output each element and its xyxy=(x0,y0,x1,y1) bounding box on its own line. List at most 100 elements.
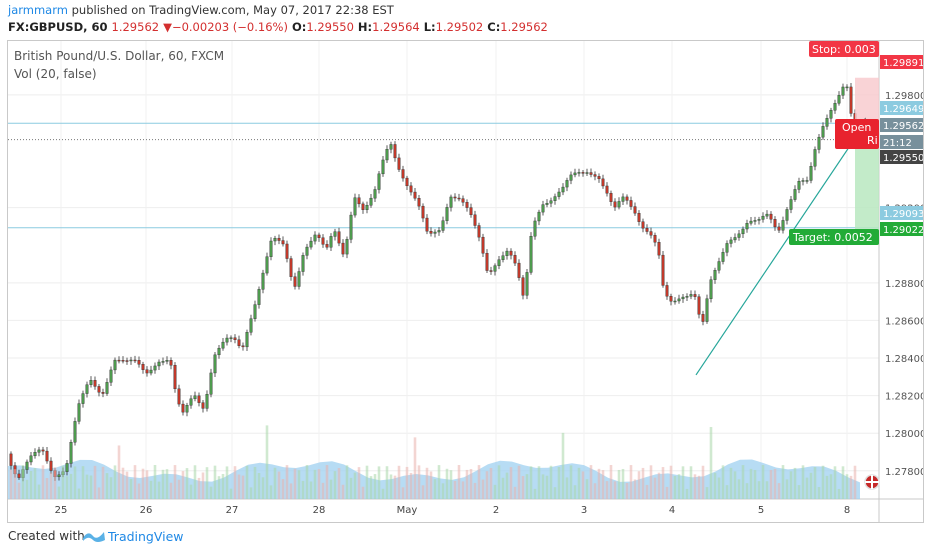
volume-bar xyxy=(741,465,745,499)
volume-bar xyxy=(673,475,677,499)
candle-body xyxy=(205,394,209,409)
candle-body xyxy=(153,365,157,371)
tradingview-brand[interactable]: TradingView xyxy=(108,529,184,544)
candle-body xyxy=(817,136,821,150)
candle-body xyxy=(357,197,361,205)
candle-body xyxy=(101,392,105,394)
volume-bar xyxy=(501,477,505,499)
candle-body xyxy=(761,215,765,220)
candle-body xyxy=(729,239,733,244)
candle-body xyxy=(177,388,181,405)
candle-body xyxy=(93,380,97,387)
volume-bar xyxy=(617,469,621,499)
volume-bar xyxy=(529,466,533,499)
volume-bar xyxy=(153,465,157,499)
candle-body xyxy=(309,240,313,248)
price-tick-label: 1.28000 xyxy=(885,429,923,440)
volume-bar xyxy=(369,476,373,499)
footer: Created with TradingView xyxy=(0,523,932,550)
candle-body xyxy=(353,197,357,216)
volume-bar xyxy=(605,481,609,499)
candle-body xyxy=(393,144,397,159)
volume-bar xyxy=(41,465,45,499)
price-chart[interactable]: 1.298001.292001.288001.286001.284001.282… xyxy=(8,41,923,522)
volume-bar xyxy=(733,471,737,499)
published-text: published on TradingView.com, May 07, 20… xyxy=(71,3,394,17)
volume-bar xyxy=(753,470,757,499)
volume-bar xyxy=(737,479,741,499)
volume-bar xyxy=(589,465,593,499)
volume-bar xyxy=(89,475,93,499)
time-tick-label: 3 xyxy=(581,505,587,516)
volume-bar xyxy=(469,469,473,499)
volume-bar xyxy=(629,465,633,499)
risk-label: Ri xyxy=(867,134,878,147)
candle-body xyxy=(541,204,545,213)
candle-body xyxy=(477,225,481,238)
volume-bar xyxy=(177,479,181,499)
candle-body xyxy=(741,228,745,235)
volume-bar xyxy=(201,472,205,499)
volume-bar xyxy=(133,465,137,499)
volume-bar xyxy=(17,482,21,499)
price-tag-box xyxy=(880,101,923,115)
candle-body xyxy=(317,234,321,238)
candle-body xyxy=(645,228,649,232)
time-tick-label: 26 xyxy=(140,505,153,516)
volume-bar xyxy=(761,465,765,499)
volume-bar xyxy=(705,487,709,499)
volume-bar xyxy=(69,473,73,499)
volume-bar xyxy=(233,466,237,499)
candle-body xyxy=(253,304,257,319)
candle-body xyxy=(801,180,805,182)
candle-body xyxy=(81,393,85,404)
volume-bar xyxy=(305,465,309,499)
candle-body xyxy=(489,270,493,272)
low-label: L: xyxy=(423,20,436,34)
volume-bar xyxy=(141,468,145,499)
candle-body xyxy=(821,126,825,138)
price-tick-label: 1.28400 xyxy=(885,354,923,365)
candle-body xyxy=(301,255,305,272)
candle-body xyxy=(633,206,637,214)
volume-bar xyxy=(129,478,133,499)
candle-body xyxy=(529,235,533,273)
candle-body xyxy=(397,157,401,170)
candle-body xyxy=(193,395,197,400)
price-tick-label: 1.27800 xyxy=(885,467,923,478)
candle-body xyxy=(697,296,701,315)
volume-bar xyxy=(209,486,213,499)
candle-body xyxy=(445,207,449,221)
candle-body xyxy=(685,296,689,298)
chart-frame[interactable]: 1.298001.292001.288001.286001.284001.282… xyxy=(7,40,924,523)
candle-body xyxy=(661,254,665,286)
candle-body xyxy=(237,339,241,346)
volume-bar xyxy=(97,487,101,499)
time-tick-label: 28 xyxy=(313,505,326,516)
volume-bar xyxy=(549,465,553,499)
candle-body xyxy=(345,239,349,255)
volume-bar xyxy=(329,479,333,499)
volume-bar xyxy=(809,472,813,499)
candle-body xyxy=(29,455,33,463)
volume-bar xyxy=(317,469,321,499)
volume-bar xyxy=(417,465,421,499)
candle-body xyxy=(537,211,541,222)
stop-label-box xyxy=(809,41,879,57)
volume-bar xyxy=(397,465,401,499)
author-link[interactable]: jarmmarm xyxy=(8,3,68,17)
volume-bar xyxy=(845,474,849,499)
volume-bar xyxy=(649,465,653,499)
volume-bar xyxy=(257,472,261,499)
candle-body xyxy=(161,361,165,363)
tradingview-logo-icon[interactable] xyxy=(82,528,106,544)
volume-bar xyxy=(781,465,785,499)
candle-body xyxy=(593,174,597,177)
quote-line: FX:GBPUSD, 60 1.29562 ▼−0.00203 (−0.16%)… xyxy=(8,20,548,34)
volume-bar xyxy=(561,432,565,499)
volume-bar xyxy=(489,467,493,499)
volume-bar xyxy=(205,467,209,499)
open-label: Open xyxy=(842,121,871,134)
candle-body xyxy=(125,360,129,362)
volume-bar xyxy=(145,470,149,499)
